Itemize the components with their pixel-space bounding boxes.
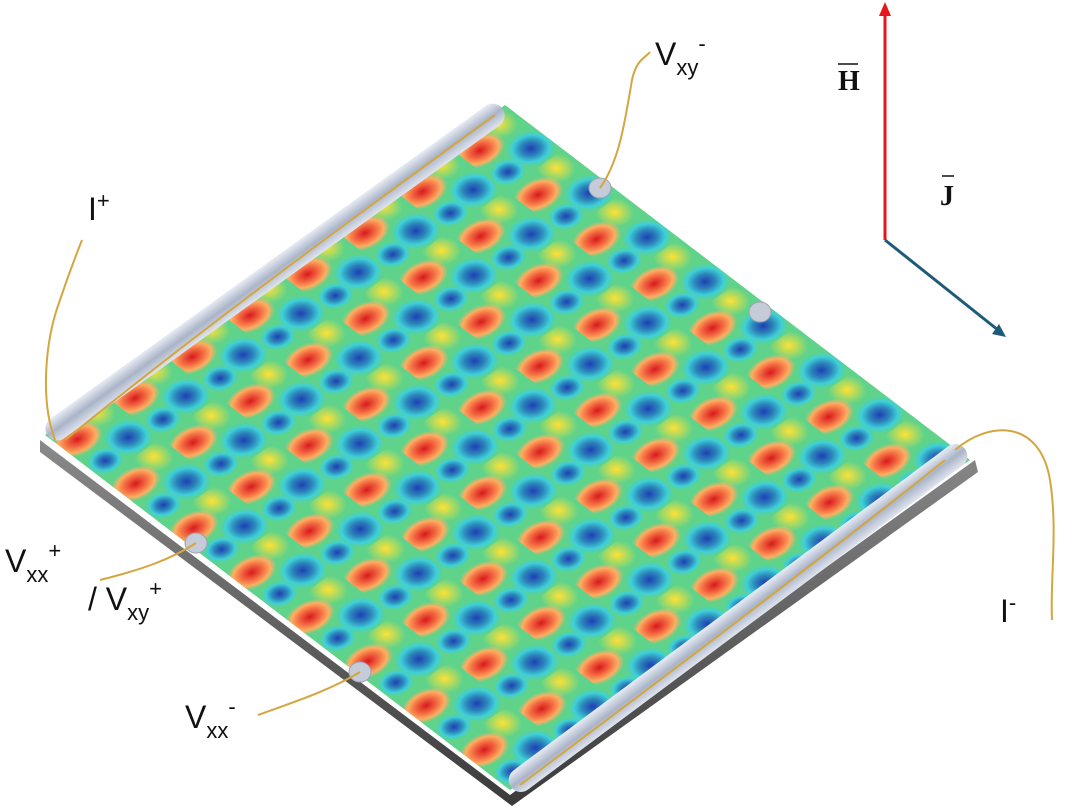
electrode-left bbox=[45, 103, 505, 441]
label-sub: xy bbox=[676, 55, 698, 80]
label-base: V bbox=[655, 36, 677, 72]
label-sup: + bbox=[97, 188, 110, 213]
label-vxy-plus: / Vxy+ bbox=[88, 576, 162, 625]
label-base: V bbox=[5, 543, 27, 579]
label-sub: xx bbox=[206, 718, 228, 743]
label-vxx-minus: Vxx- bbox=[185, 694, 236, 743]
label-sup: - bbox=[228, 694, 235, 719]
label-base: / V bbox=[88, 581, 128, 617]
wires bbox=[44, 51, 1055, 786]
current-label: J bbox=[940, 181, 954, 212]
sample-surface bbox=[45, 105, 970, 790]
label-sup: - bbox=[1009, 590, 1016, 615]
label-vxx-plus: Vxx+ bbox=[5, 538, 61, 587]
label-vxy-minus: Vxy- bbox=[655, 31, 706, 80]
label-sup: + bbox=[48, 538, 61, 563]
label-i-minus: I- bbox=[1000, 590, 1016, 629]
current-arrowhead bbox=[992, 324, 1006, 337]
label-i-plus: I+ bbox=[88, 188, 110, 227]
label-base: I bbox=[88, 191, 97, 227]
electrode-right bbox=[508, 444, 968, 792]
field-arrowhead bbox=[879, 2, 891, 16]
label-sub: xx bbox=[26, 562, 48, 587]
label-base: V bbox=[185, 699, 207, 735]
label-sub: xy bbox=[127, 600, 149, 625]
label-sup: + bbox=[149, 576, 162, 601]
current-arrow bbox=[884, 238, 999, 332]
field-label: H bbox=[838, 66, 860, 97]
label-base: I bbox=[1000, 593, 1009, 629]
label-sup: - bbox=[698, 31, 705, 56]
